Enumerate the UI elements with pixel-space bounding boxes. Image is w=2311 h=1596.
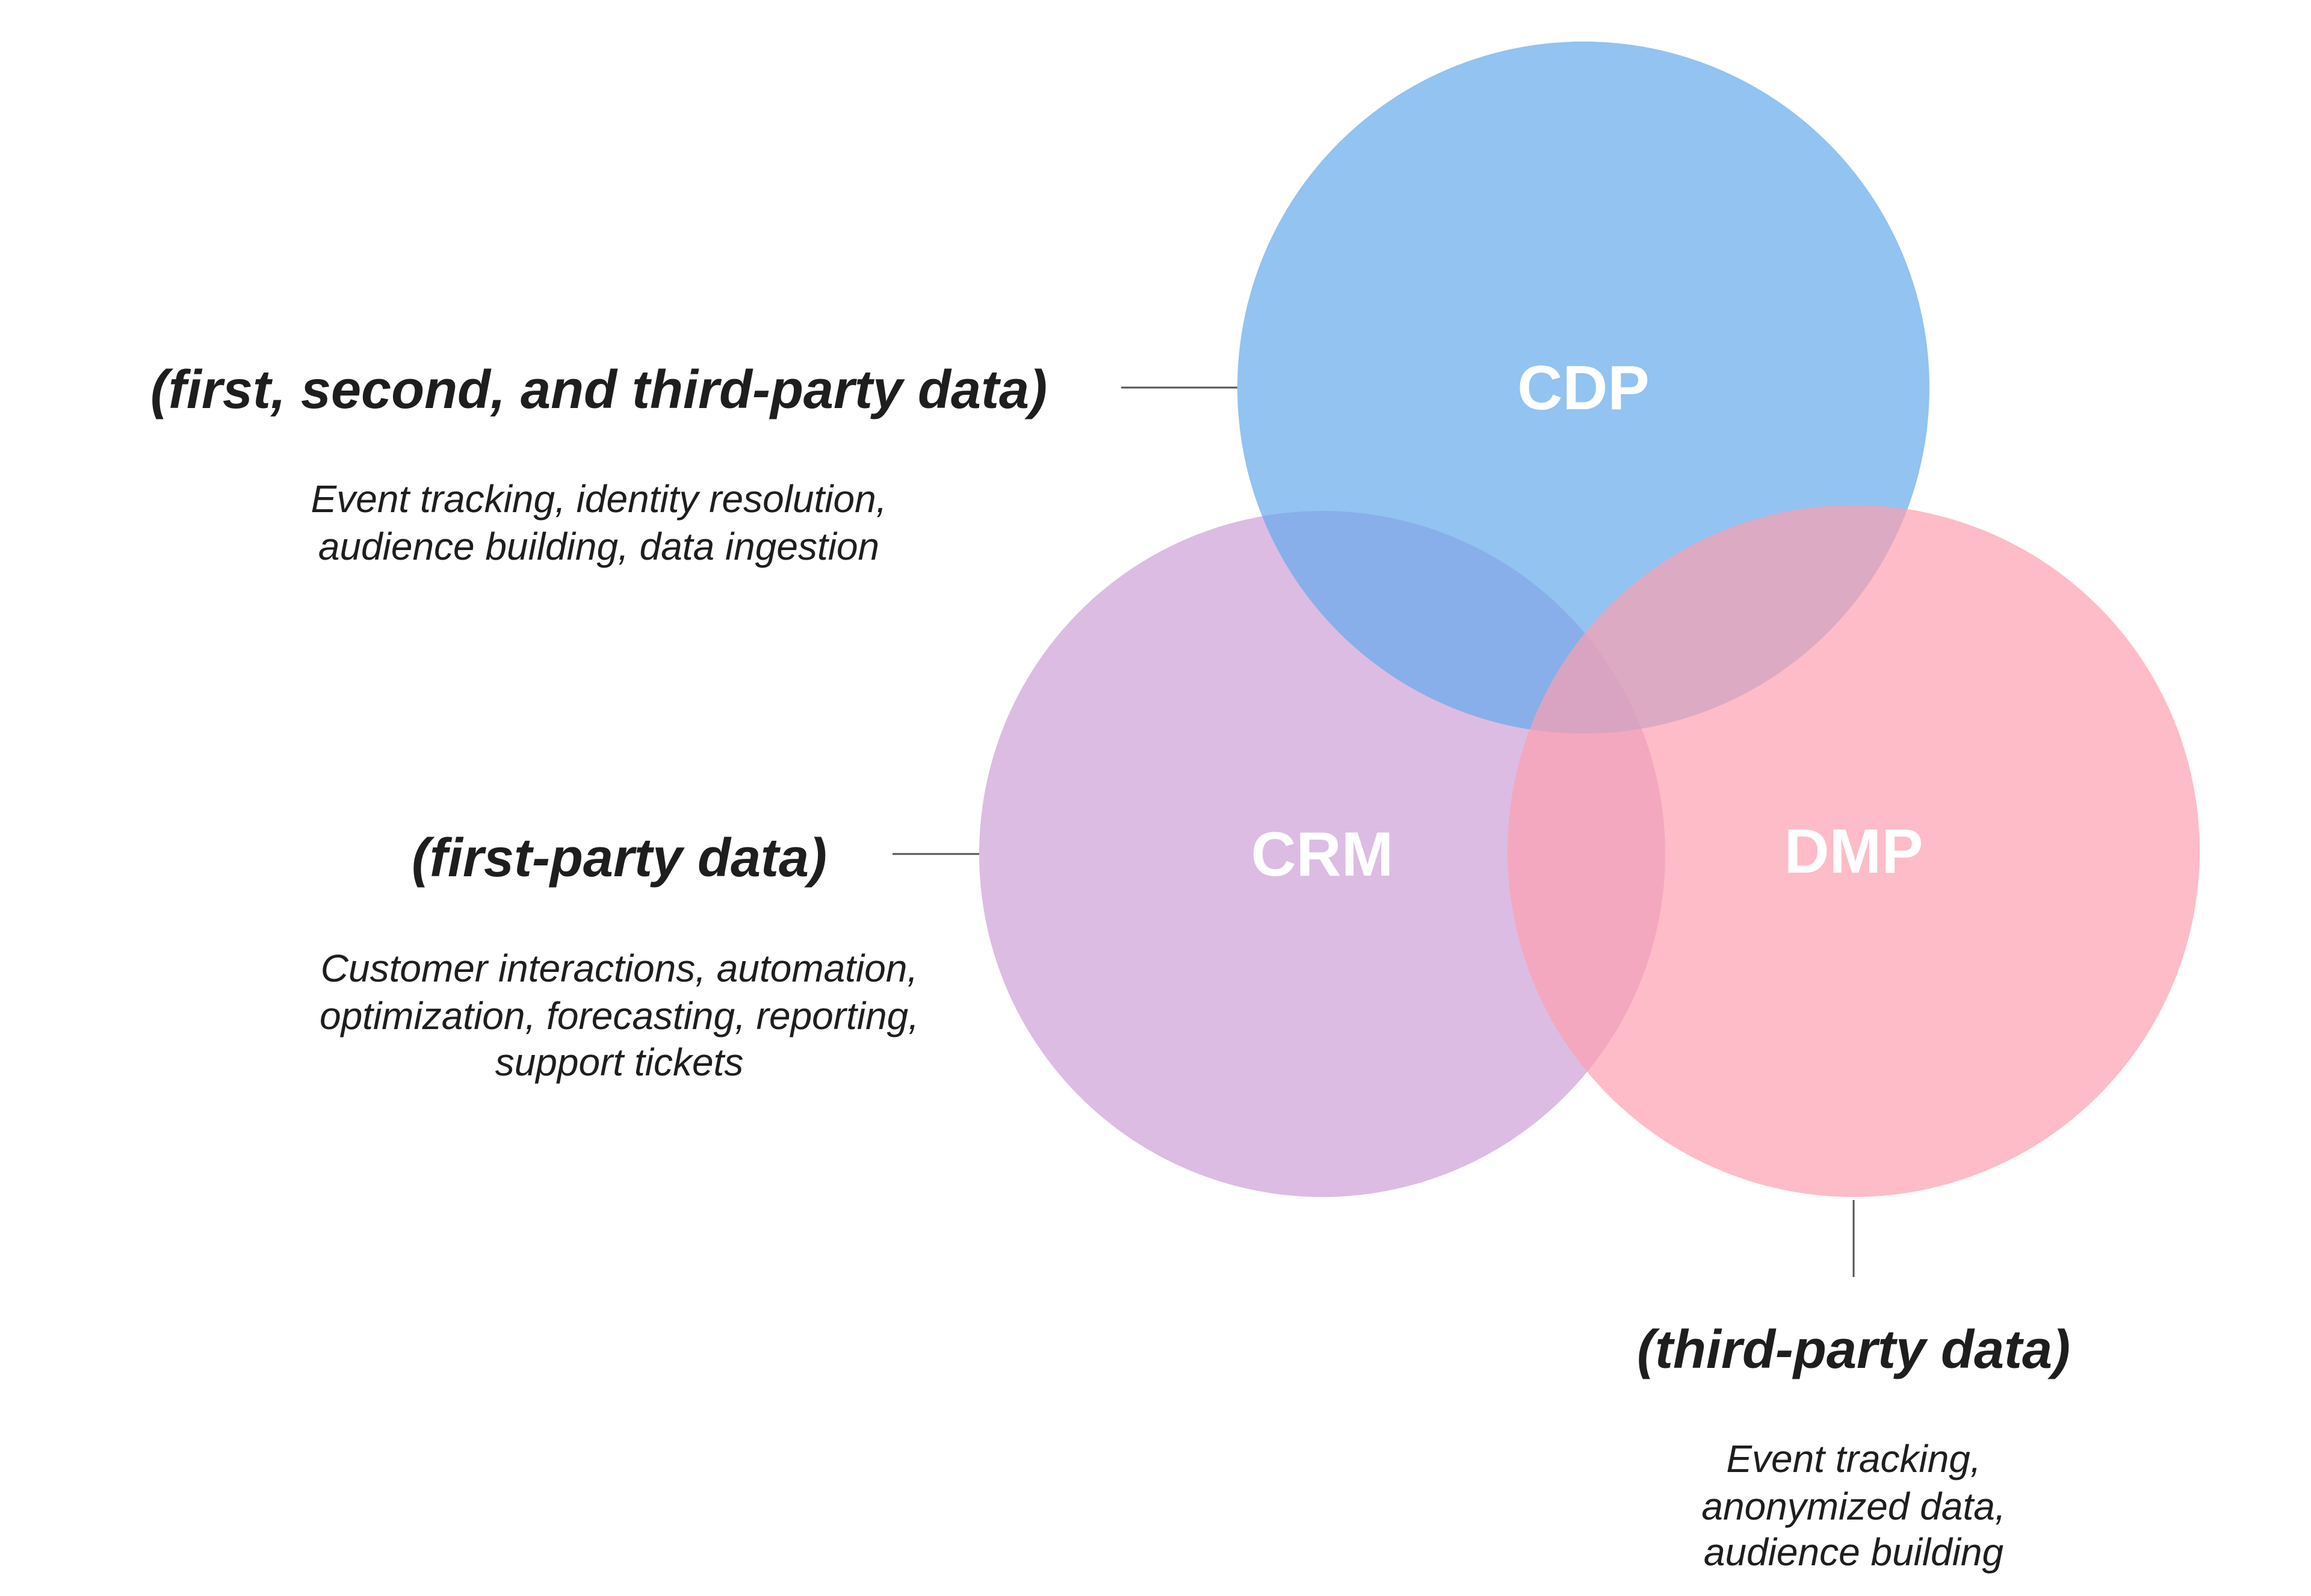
crm-annotation: (first-party data) Customer interactions…: [320, 828, 919, 1084]
cdp-desc-line: Event tracking, identity resolution,: [311, 477, 887, 521]
cdp-desc-line: audience building, data ingestion: [318, 525, 879, 568]
dmp-desc-line: Event tracking,: [1726, 1437, 1981, 1480]
dmp-annotation: (third-party data) Event tracking, anony…: [1637, 1320, 2070, 1574]
cdp-annotation: (first, second, and third-party data) Ev…: [150, 360, 1047, 568]
crm-heading: (first-party data): [412, 828, 827, 888]
dmp-desc-line: anonymized data,: [1701, 1485, 2005, 1528]
crm-desc-line: Customer interactions, automation,: [321, 947, 918, 990]
cdp-label: CDP: [1517, 353, 1650, 423]
crm-desc-line: support tickets: [495, 1041, 744, 1084]
dmp-label: DMP: [1784, 817, 1923, 886]
dmp-heading: (third-party data): [1637, 1320, 2070, 1380]
crm-label: CRM: [1251, 820, 1394, 889]
dmp-desc-line: audience building: [1704, 1530, 2004, 1574]
cdp-heading: (first, second, and third-party data): [150, 360, 1047, 420]
dmp-circle: [1508, 505, 2200, 1197]
crm-desc-line: optimization, forecasting, reporting,: [320, 994, 919, 1038]
